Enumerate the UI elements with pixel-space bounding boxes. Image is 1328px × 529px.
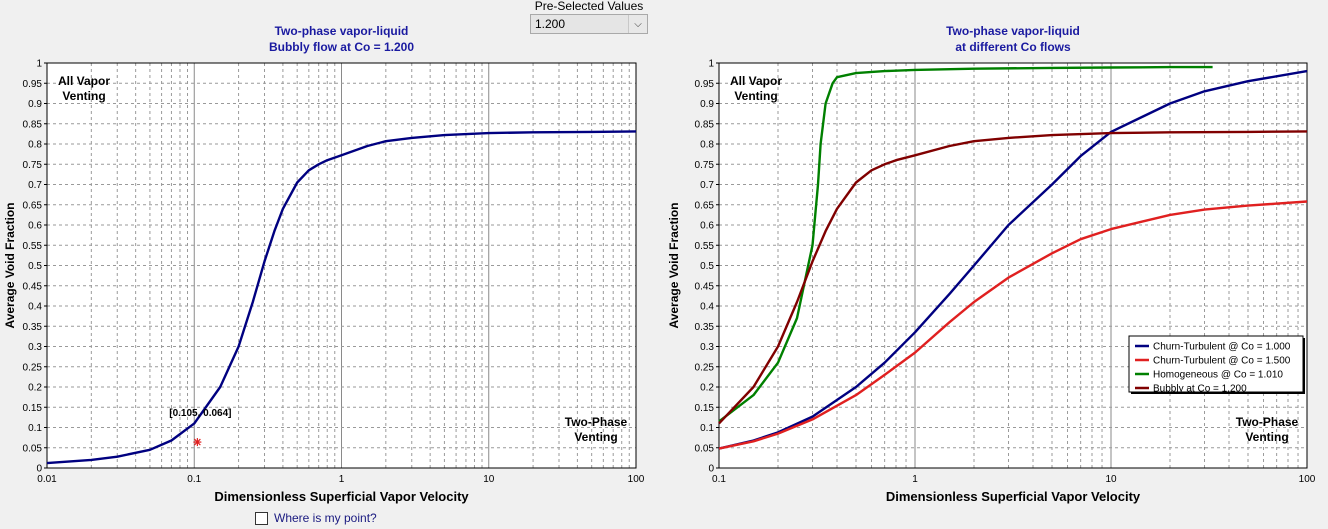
c1-chart-subtitle: at different Co flows xyxy=(955,40,1071,54)
c0-y-tick-label: 0.05 xyxy=(23,443,43,454)
c1-y-tick-label: 0.85 xyxy=(695,119,715,130)
c0-y-tick-label: 0.35 xyxy=(23,322,43,333)
c0-x-tick-label: 100 xyxy=(628,474,645,485)
c1-y-tick-label: 0.3 xyxy=(700,342,714,353)
c0-chart-subtitle: Bubbly flow at Co = 1.200 xyxy=(269,40,414,54)
c1-x-axis-label: Dimensionless Superficial Vapor Velocity xyxy=(886,489,1141,504)
c0-series-line-0 xyxy=(46,130,637,465)
c1-x-tick-label: 100 xyxy=(1299,474,1316,485)
c0-y-tick-label: 0.4 xyxy=(28,302,42,313)
c0-y-tick-label: 0.45 xyxy=(23,281,43,292)
c1-y-tick-label: 0.7 xyxy=(700,180,714,191)
c1-y-tick-label: 0.8 xyxy=(700,140,714,151)
c1-y-tick-label: 0.4 xyxy=(700,302,714,313)
c0-y-tick-label: 0.1 xyxy=(28,423,42,434)
c1-legend-box xyxy=(1128,335,1304,393)
pre-selected-values-select[interactable]: 1.200 ⌵ xyxy=(530,14,648,34)
c0-y-tick-label: 0 xyxy=(36,464,42,475)
c0-x-tick-label: 1 xyxy=(339,474,345,485)
c0-annotation-all-vapor: All Vapor xyxy=(58,74,110,88)
c1-y-tick-label: 0.9 xyxy=(700,99,714,110)
c1-series-line-3 xyxy=(718,130,1308,425)
c1-y-tick-label: 0.35 xyxy=(695,322,715,333)
c1-y-tick-label: 0.55 xyxy=(695,241,715,252)
co-flows-chart: 0 0.05 0.1 0.15 0.2 0.25 0.3 0.35 0.4 0.45 0.5 0.55… xyxy=(667,24,1316,504)
c1-x-tick-label: 0.1 xyxy=(712,474,726,485)
c1-series-line-2 xyxy=(718,65,1213,423)
c1-legend-entry-3: Bubbly at Co = 1.200 xyxy=(1153,384,1247,395)
c1-legend-entry-0: Churn-Turbulent @ Co = 1.000 xyxy=(1153,342,1291,353)
c0-y-tick-label: 0.55 xyxy=(23,241,43,252)
c0-chart-title: Two-phase vapor-liquid xyxy=(275,24,409,38)
c0-x-tick-label: 0.01 xyxy=(37,474,57,485)
c1-annotation-all-vapor: All Vapor xyxy=(730,74,782,88)
c1-y-tick-label: 0.05 xyxy=(695,443,715,454)
c0-y-tick-label: 0.65 xyxy=(23,200,43,211)
c0-y-tick-label: 0.75 xyxy=(23,160,43,171)
c0-x-tick-label: 0.1 xyxy=(187,474,201,485)
pre-selected-values-label: Pre-Selected Values xyxy=(534,0,644,13)
c1-legend-entry-1: Churn-Turbulent @ Co = 1.500 xyxy=(1153,356,1291,367)
c0-x-axis-label: Dimensionless Superficial Vapor Velocity xyxy=(214,489,469,504)
c0-y-tick-label: 0.85 xyxy=(23,119,43,130)
c1-chart-title: Two-phase vapor-liquid xyxy=(946,24,1080,38)
c1-series-line-1 xyxy=(718,200,1308,450)
c1-x-tick-label: 10 xyxy=(1105,474,1117,485)
c1-y-tick-label: 0.6 xyxy=(700,221,714,232)
c1-y-tick-label: 0.2 xyxy=(700,383,714,394)
c0-y-tick-label: 0.95 xyxy=(23,79,43,90)
c1-annotation-all-vapor-line2: Venting xyxy=(734,89,777,103)
c1-y-tick-label: 0.1 xyxy=(700,423,714,434)
c0-y-tick-label: 0.7 xyxy=(28,180,42,191)
c1-legend-entry-2: Homogeneous @ Co = 1.010 xyxy=(1153,370,1283,381)
where-is-my-point-checkbox[interactable] xyxy=(255,511,268,525)
where-is-my-point-label[interactable]: Where is my point? xyxy=(274,511,377,525)
pre-selected-value: 1.200 xyxy=(535,17,566,31)
chevron-down-icon[interactable]: ⌵ xyxy=(628,15,647,33)
c0-y-axis-label: Average Void Fraction xyxy=(3,202,17,328)
c0-user-point-marker xyxy=(193,438,202,447)
c1-y-tick-label: 0.95 xyxy=(695,79,715,90)
c1-y-tick-label: 0.25 xyxy=(695,362,715,373)
c0-x-tick-label: 10 xyxy=(483,474,495,485)
c1-y-tick-label: 0.45 xyxy=(695,281,715,292)
c0-y-tick-label: 0.2 xyxy=(28,383,42,394)
c0-y-tick-label: 0.9 xyxy=(28,99,42,110)
c0-y-tick-label: 0.25 xyxy=(23,362,43,373)
c0-annotation-all-vapor-line2: Venting xyxy=(62,89,105,103)
c0-annotation-two-phase-line2: Venting xyxy=(574,430,617,444)
c0-y-tick-label: 1 xyxy=(36,59,42,70)
c0-point-label: [0.105, 0.064] xyxy=(169,408,231,419)
c1-annotation-two-phase: Two-Phase xyxy=(1236,415,1299,429)
c0-y-tick-label: 0.15 xyxy=(23,403,43,414)
c1-annotation-two-phase-line2: Venting xyxy=(1245,430,1288,444)
c0-y-tick-label: 0.6 xyxy=(28,221,42,232)
bubbly-flow-chart: 0 0.05 0.1 0.15 0.2 0.25 0.3 0.35 0.4 0.45 0.5 0.55… xyxy=(3,24,645,504)
c1-y-tick-label: 1 xyxy=(708,59,714,70)
c1-y-tick-label: 0 xyxy=(708,464,714,475)
c1-x-tick-label: 1 xyxy=(912,474,918,485)
c0-y-tick-label: 0.3 xyxy=(28,342,42,353)
pre-selected-values-dropdown[interactable]: Pre-Selected Values 1.200 ⌵ xyxy=(530,0,648,34)
c0-y-tick-label: 0.8 xyxy=(28,140,42,151)
where-is-my-point-toggle[interactable]: Where is my point? xyxy=(255,511,377,525)
c1-y-tick-label: 0.5 xyxy=(700,261,714,272)
c1-y-tick-label: 0.75 xyxy=(695,160,715,171)
c0-annotation-two-phase: Two-Phase xyxy=(565,415,628,429)
c1-y-axis-label: Average Void Fraction xyxy=(667,202,681,328)
c0-y-tick-label: 0.5 xyxy=(28,261,42,272)
c0-marker-stroke xyxy=(193,438,201,446)
c1-y-tick-label: 0.65 xyxy=(695,200,715,211)
c1-y-tick-label: 0.15 xyxy=(695,403,715,414)
c1-series-line-0 xyxy=(718,69,1308,450)
